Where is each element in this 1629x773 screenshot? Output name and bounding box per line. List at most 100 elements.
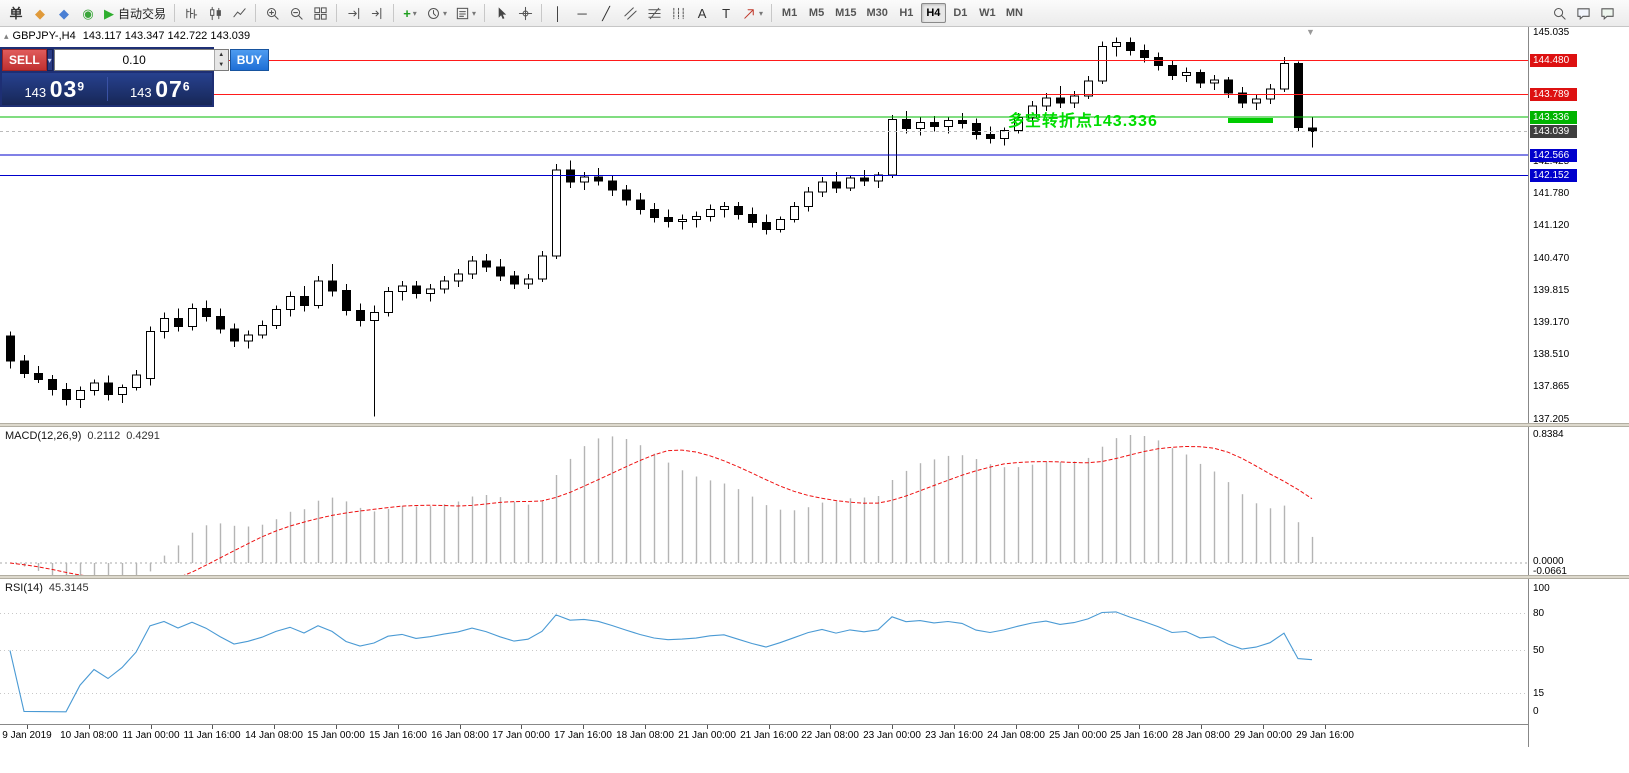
price-axis[interactable]: 145.035144.390142.425141.780141.120140.4… [1528,27,1629,747]
time-axis-label: 10 Jan 08:00 [60,730,118,741]
new-chart-icon[interactable]: ◆ [29,2,51,24]
chart-shift-icon[interactable] [366,2,388,24]
time-axis-label: 28 Jan 08:00 [1172,730,1230,741]
timeframe-button-w1[interactable]: W1 [975,3,1000,23]
price-axis-label: 50 [1533,644,1545,656]
vertical-line-icon[interactable]: │ [547,2,569,24]
timeframe-button-m1[interactable]: M1 [777,3,802,23]
candlestick-chart-icon[interactable] [204,2,226,24]
macd-histogram [23,435,1314,575]
trendline-icon[interactable]: ╱ [595,2,617,24]
trade-panel-toggle[interactable]: ▴ [4,31,9,41]
indicators-icon[interactable]: + ▾ [399,2,421,24]
volume-decrease-button[interactable]: ▼ [218,62,225,68]
autotrading-button[interactable]: ▶ 自动交易 [101,2,169,24]
zoom-in-icon[interactable] [261,2,283,24]
price-axis-label: 80 [1533,607,1545,619]
chevron-down-icon: ▾ [472,8,477,18]
rsi-chart [0,611,1528,713]
chat-icon[interactable] [1596,2,1618,24]
macd-label: MACD(12,26,9) 0.2112 0.4291 [5,430,160,442]
pane-separator[interactable] [0,575,1629,579]
time-tick [707,725,708,729]
pane-separator[interactable] [0,423,1629,427]
volume-increase-button[interactable]: ▲ [218,52,225,58]
timeframe-button-m5[interactable]: M5 [804,3,829,23]
ask-price[interactable]: 143 076 [129,75,190,102]
macd-pane[interactable]: MACD(12,26,9) 0.2112 0.4291 [0,427,1528,575]
time-tick [1139,725,1140,729]
price-axis-label: 141.780 [1533,187,1570,199]
equidistant-channel-icon[interactable] [619,2,641,24]
time-axis-label: 15 Jan 00:00 [307,730,365,741]
profiles-icon[interactable]: ◆ [53,2,75,24]
time-tick [1263,725,1264,729]
volume-dropdown[interactable]: ▾ [46,49,53,71]
volume-input[interactable] [54,50,214,70]
pivot-annotation[interactable]: 多空转折点143.336 [1008,113,1158,130]
market-watch-icon[interactable]: ◉ [77,2,99,24]
rsi-label: RSI(14) 45.3145 [5,582,89,594]
price-chart-pane[interactable]: ▴ GBPJPY-,H4 143.117 143.347 142.722 143.0… [0,27,1528,423]
zoom-out-icon[interactable] [285,2,307,24]
toolbar-separator [174,4,176,22]
fibonacci-icon[interactable] [643,2,665,24]
price-axis-label: 137.865 [1533,381,1570,393]
new-message-icon[interactable] [1572,2,1594,24]
time-axis[interactable]: 9 Jan 2019 10 Jan 08:00 11 Jan 00:00 11 Jan… [0,724,1528,747]
time-axis-label: 11 Jan 16:00 [183,730,241,741]
search-icon[interactable] [1548,2,1570,24]
time-axis-label: 16 Jan 08:00 [431,730,489,741]
pivot-marker[interactable] [1228,118,1273,123]
tile-windows-icon[interactable] [309,2,331,24]
toolbar-separator [393,4,395,22]
price-axis-label: 140.470 [1533,252,1570,264]
timeframe-button-h4[interactable]: H4 [920,3,946,23]
arrows-icon[interactable]: ▾ [739,2,766,24]
one-click-trading-panel: SELL ▾ ▲ ▼ BUY 143 039 143 076 [0,47,270,107]
rsi-line [9,611,1313,713]
crosshair-icon[interactable] [514,2,536,24]
macd-signal-line [9,445,1313,575]
bar-chart-icon[interactable] [180,2,202,24]
timeframe-button-m15[interactable]: M15 [831,3,860,23]
macd-chart [0,435,1528,575]
price-tag: 143.336 [1530,110,1577,124]
label-icon[interactable]: T [715,2,737,24]
time-axis-label: 24 Jan 08:00 [987,730,1045,741]
time-axis-label: 29 Jan 00:00 [1234,730,1292,741]
time-tick [336,725,337,729]
time-tick [645,725,646,729]
time-axis-label: 21 Jan 00:00 [678,730,736,741]
cycle-lines-icon[interactable] [667,2,689,24]
timeframe-button-d1[interactable]: D1 [948,3,973,23]
price-tag: 144.480 [1530,53,1577,67]
sell-button[interactable]: SELL [2,49,47,71]
time-tick [1325,725,1326,729]
rsi-pane[interactable]: RSI(14) 45.3145 [0,579,1528,724]
autoscroll-icon[interactable] [342,2,364,24]
horizontal-line-icon[interactable]: ─ [571,2,593,24]
time-tick [521,725,522,729]
toolbar-separator [484,4,486,22]
timeframe-button-m30[interactable]: M30 [862,3,891,23]
symbol-timeframe: GBPJPY-,H4 [12,30,76,42]
toolbar-separator [541,4,543,22]
timeframe-button-h1[interactable]: H1 [894,3,919,23]
cursor-icon[interactable] [490,2,512,24]
chevron-down-icon: ▾ [759,8,764,18]
time-tick [27,725,28,729]
timeframe-button-mn[interactable]: MN [1002,3,1027,23]
new-order-button[interactable]: 单 [5,2,27,24]
candlestick-chart[interactable] [0,27,1528,423]
time-axis-label: 9 Jan 2019 [2,730,52,741]
buy-button[interactable]: BUY [229,49,270,71]
time-axis-label: 25 Jan 00:00 [1049,730,1107,741]
bid-price[interactable]: 143 039 [24,75,85,102]
time-axis-label: 22 Jan 08:00 [801,730,859,741]
periods-icon[interactable]: ▾ [423,2,450,24]
templates-icon[interactable]: ▾ [452,2,479,24]
line-chart-icon[interactable] [228,2,250,24]
text-icon[interactable]: A [691,2,713,24]
